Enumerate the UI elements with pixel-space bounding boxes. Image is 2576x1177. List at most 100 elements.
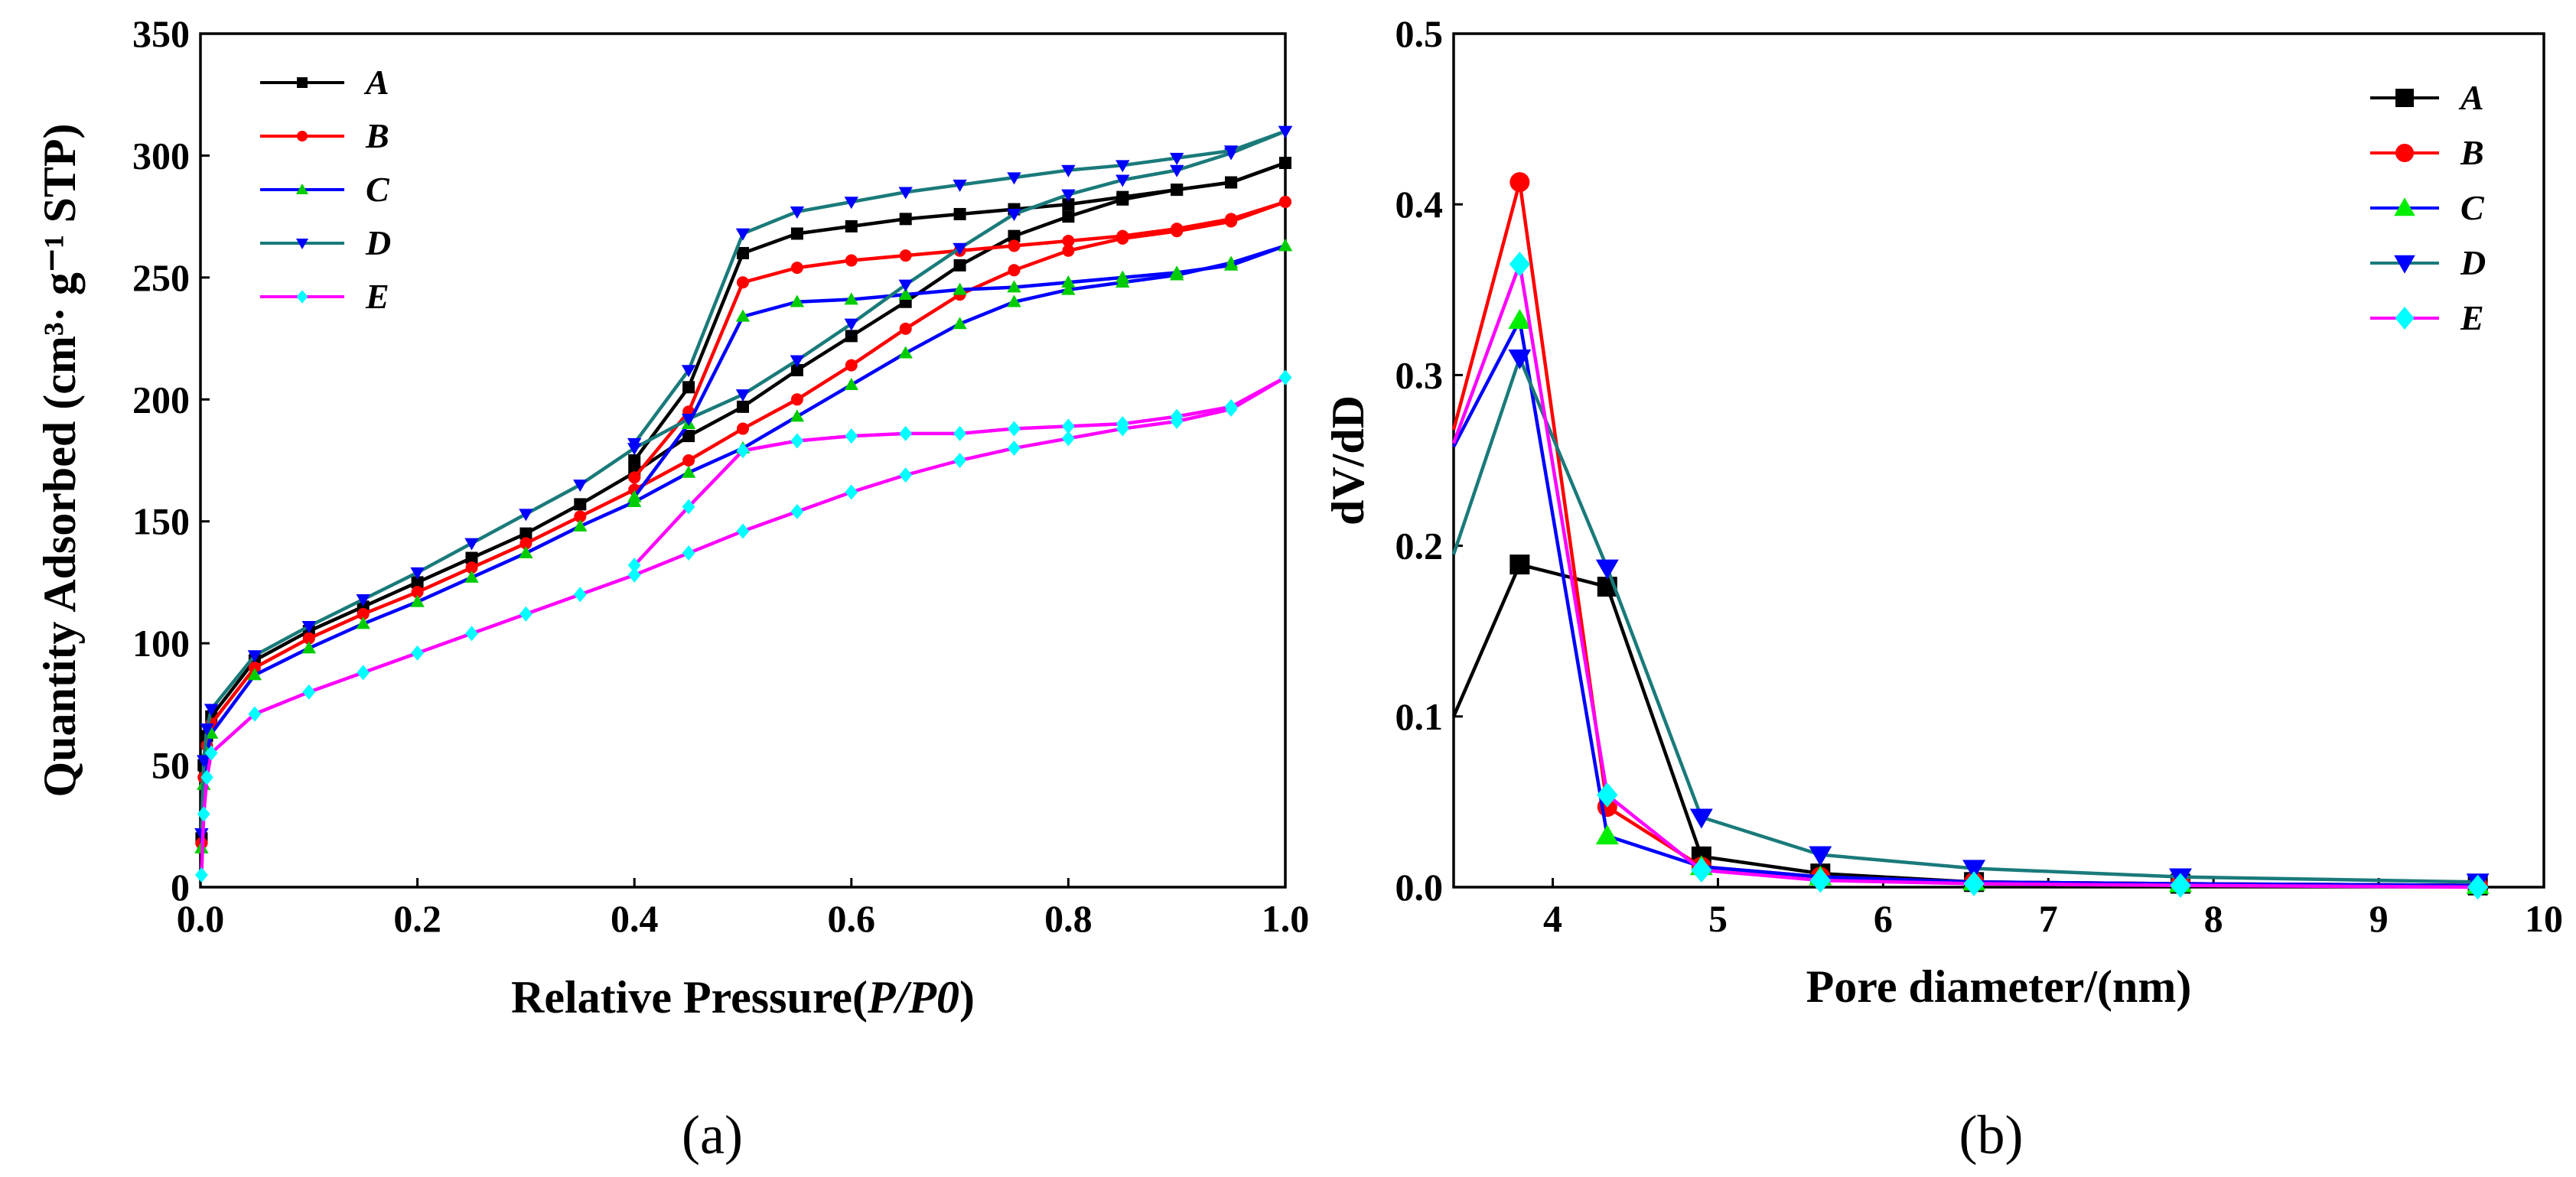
b-point-E [1597,782,1618,808]
a-point-E [736,443,750,459]
a-point-C [735,309,751,322]
a-point-B [790,393,803,406]
b-y-tick-label: 0.2 [1395,525,1444,567]
a-point-E [682,499,695,515]
a-point-B [248,662,261,675]
a-point-E [357,665,370,681]
a-point-D [1007,209,1021,222]
a-point-E [1115,416,1129,432]
a-point-D [844,197,858,210]
a-y-tick-label: 200 [132,378,190,421]
b-point-E [1691,857,1712,883]
b-legend-label: B [2460,133,2484,172]
a-point-D [790,355,805,368]
a-point-E [899,425,913,441]
a-point-C [898,287,913,300]
a-point-B [1008,239,1021,252]
a-point-D [1061,189,1076,202]
b-point-D [1595,559,1619,580]
a-series-B [195,196,1291,850]
a-series-D [194,125,1293,841]
a-point-B [574,510,587,523]
a-point-E [1008,441,1021,457]
a-point-D [790,206,805,219]
a-x-tick-label: 0.2 [393,897,441,940]
a-point-D [573,480,588,493]
b-x-tick-label: 5 [1708,897,1728,940]
a-point-D [953,242,967,255]
a-point-B [302,632,315,645]
b-line-D [1451,353,2478,884]
a-legend-label: E [365,277,389,316]
a-point-C [247,668,262,681]
b-x-tick-label: 9 [2369,897,2389,940]
b-x-axis-title: Pore diameter/(nm) [1806,961,2192,1012]
a-point-D [898,279,913,292]
a-x-tick-label: 0.8 [1044,897,1093,940]
b-legend-marker [2394,197,2415,216]
a-series-C [194,239,1293,853]
a-point-D [1115,174,1130,187]
a-point-C [1007,280,1021,293]
a-panel-caption: (a) [682,1104,743,1166]
a-point-E [627,558,641,574]
a-point-B [357,607,370,620]
a-point-C [464,570,479,583]
a-point-E [1062,418,1075,434]
a-legend-marker [295,183,309,194]
a-point-A [845,219,858,232]
a-point-A [628,454,641,467]
a-point-D [1115,160,1130,173]
a-point-D [844,318,858,331]
a-point-C [1007,294,1021,307]
b-y-tick-label: 0.0 [1395,866,1444,909]
a-line-D-adsorption [200,129,1286,834]
a-legend-label: A [363,63,389,102]
a-point-D [1061,164,1076,177]
a-point-D [204,704,219,717]
a-point-C [844,292,858,305]
a-point-C [1170,265,1184,278]
b-legend-marker [2395,89,2414,107]
a-point-C [953,282,967,295]
a-series-E [195,369,1292,883]
a-point-E [200,769,213,785]
a-point-C [1278,239,1293,252]
a-point-E [1008,421,1021,437]
a-point-B [845,359,858,372]
b-point-E [2467,874,2489,900]
a-x-tick-label: 0.0 [177,897,225,940]
a-point-C [681,465,696,478]
a-x-axis-title: Relative Pressure(P/P0) [511,972,975,1023]
a-point-B [411,586,424,599]
a-line-E-adsorption [200,376,1287,876]
a-point-B [519,537,532,550]
a-point-E [1062,431,1075,447]
b-point-E [2170,873,2191,899]
a-point-B [1008,264,1021,277]
b-x-tick-label: 7 [2039,897,2058,940]
a-point-D [1170,164,1184,177]
a-point-C [953,317,967,330]
b-plot-frame [1452,32,2545,889]
b-legend-label: C [2460,188,2485,227]
a-point-C [356,616,370,629]
a-point-C [1223,258,1239,271]
a-point-A [519,527,532,540]
b-line-E [1451,257,2478,889]
a-x-tick-label: 1.0 [1262,897,1310,940]
a-legend-marker [296,290,308,304]
a-point-E [1278,369,1292,385]
b-point-D [1508,350,1532,370]
a-point-D [519,509,533,522]
b-y-tick-label: 0.3 [1395,353,1444,396]
a-point-B [845,254,858,267]
b-point-E [1509,252,1531,277]
a-point-D [1223,145,1239,158]
a-point-A [953,258,966,271]
a-point-E [790,433,804,449]
b-panel-caption: (b) [1959,1104,2024,1166]
a-point-A [411,576,424,589]
a-point-A [1062,198,1075,211]
